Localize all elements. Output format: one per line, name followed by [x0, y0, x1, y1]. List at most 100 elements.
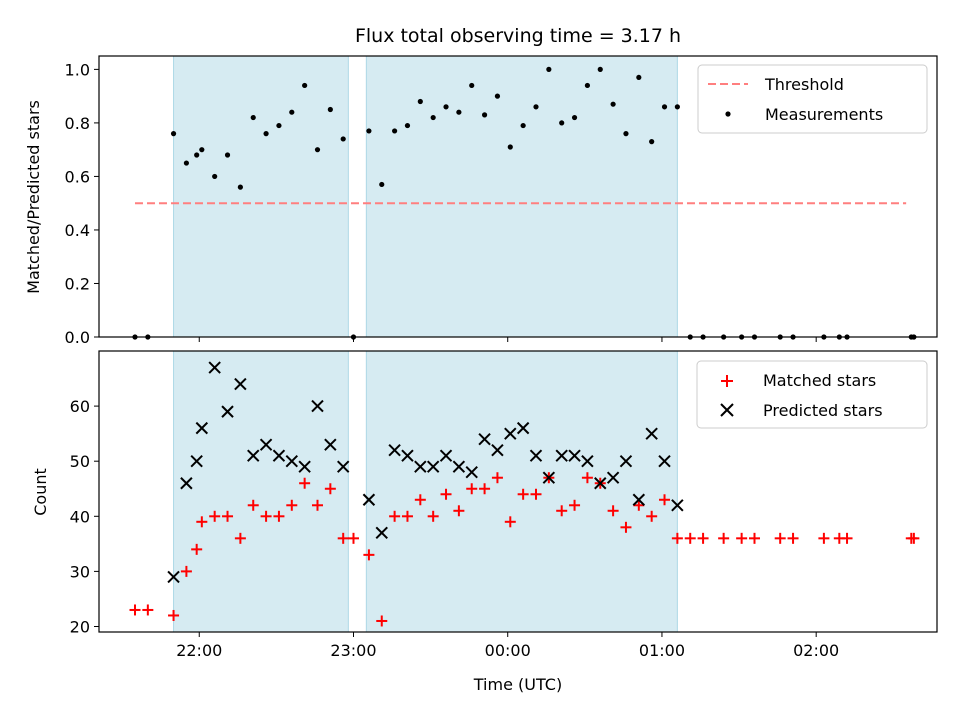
measurement-point	[494, 93, 501, 99]
predicted-star-point	[452, 460, 466, 473]
matched-star-point	[736, 532, 748, 544]
predicted-star-point	[645, 427, 658, 440]
measurement-point	[520, 122, 526, 129]
matched-star-point	[646, 510, 658, 522]
measurement-point	[623, 131, 629, 137]
observing-window-1	[173, 350, 349, 633]
matched-stars-legend-marker	[721, 375, 733, 387]
matched-star-point	[129, 604, 141, 616]
measurement-point	[430, 114, 436, 121]
matched-stars-legend-label: Matched stars	[763, 371, 876, 390]
bottom-points	[129, 361, 920, 627]
measurement-point	[571, 114, 578, 121]
matched-star-point	[209, 510, 221, 522]
measurement-point	[481, 112, 488, 118]
top-shading	[173, 55, 678, 338]
matched-star-point	[299, 477, 311, 489]
measurement-point	[597, 66, 603, 72]
matched-star-point	[401, 510, 413, 522]
predicted-star-point	[180, 477, 193, 490]
matched-star-point	[659, 494, 671, 506]
measurement-point	[237, 184, 243, 190]
measurement-point	[224, 152, 231, 158]
matched-star-point	[247, 499, 259, 511]
predicted-star-point	[401, 449, 414, 462]
measurement-point	[170, 131, 177, 137]
matched-star-point	[453, 505, 465, 517]
matched-star-point	[273, 510, 285, 522]
predicted-star-point	[298, 460, 311, 473]
predicted-star-point	[568, 449, 581, 462]
measurement-point	[379, 181, 385, 188]
predicted-star-point	[285, 454, 298, 468]
threshold-legend-label: Threshold	[764, 75, 844, 94]
predicted-star-point	[375, 526, 388, 540]
predicted-star-point	[671, 499, 684, 512]
y-tick-label: 30	[70, 562, 90, 581]
predicted-star-point	[516, 421, 530, 435]
y-tick-label: 40	[70, 507, 90, 526]
measurement-point	[584, 82, 591, 89]
matched-star-point	[787, 532, 799, 544]
matched-star-point	[697, 532, 709, 544]
matched-star-point	[414, 494, 426, 506]
y-tick-label: 0.4	[65, 221, 90, 240]
measurement-point	[194, 152, 200, 158]
predicted-star-point	[195, 421, 209, 435]
y-tick-label: 50	[70, 452, 90, 471]
measurement-point	[456, 109, 462, 115]
matched-star-point	[311, 499, 323, 511]
predicted-stars-legend-label: Predicted stars	[763, 401, 883, 420]
matched-star-point	[671, 532, 683, 544]
matched-star-point	[337, 532, 349, 544]
top-x-ticks	[198, 337, 817, 342]
predicted-star-point	[208, 361, 221, 374]
measurement-point	[661, 104, 668, 110]
chart-title: Flux total observing time = 3.17 h	[355, 25, 681, 47]
measurement-point	[302, 82, 308, 89]
measurement-point	[649, 139, 655, 145]
matched-star-point	[440, 488, 452, 500]
matched-star-point	[191, 543, 203, 555]
matched-star-point	[517, 488, 529, 500]
predicted-star-point	[658, 454, 671, 468]
y-tick-label: 20	[70, 617, 90, 636]
x-tick-label: 01:00	[639, 641, 685, 660]
predicted-star-point	[555, 449, 568, 462]
measurement-point	[327, 106, 333, 113]
matched-star-point	[569, 499, 581, 511]
measurement-point	[263, 131, 269, 137]
top-legend-box	[697, 64, 928, 134]
matched-star-point	[324, 483, 336, 495]
predicted-star-point	[247, 449, 260, 462]
predicted-star-point	[529, 449, 543, 462]
measurement-point	[212, 173, 218, 180]
matched-star-point	[376, 615, 388, 627]
measurements-legend-marker	[725, 111, 731, 117]
matched-star-point	[168, 609, 180, 621]
predicted-star-point	[606, 471, 620, 484]
matched-star-point	[427, 510, 439, 522]
predicted-star-point	[426, 460, 440, 473]
y-tick-label: 0.6	[65, 167, 90, 186]
x-tick-label: 23:00	[330, 641, 376, 660]
matched-star-point	[196, 516, 208, 528]
y-tick-label: 0.2	[65, 274, 90, 293]
top-y-axis-label: Matched/Predicted stars	[24, 100, 43, 294]
measurement-point	[533, 104, 539, 110]
matched-star-point	[234, 532, 246, 544]
bottom-legend-box	[696, 360, 928, 429]
predicted-star-point	[465, 466, 478, 479]
matched-star-point	[748, 532, 760, 544]
predicted-star-point	[234, 377, 247, 391]
predicted-star-point	[414, 460, 427, 473]
x-tick-label: 00:00	[485, 641, 531, 660]
matched-star-point	[466, 483, 478, 495]
measurement-point	[546, 66, 552, 72]
matched-star-point	[504, 516, 516, 528]
bottom-panel: 20 30 40 50 60 22:00 23:00 00:00 01:00 02:00 Cou…	[31, 350, 938, 694]
matched-star-point	[684, 532, 696, 544]
top-legend: Threshold Measurements	[697, 64, 928, 134]
matched-star-point	[607, 505, 619, 517]
